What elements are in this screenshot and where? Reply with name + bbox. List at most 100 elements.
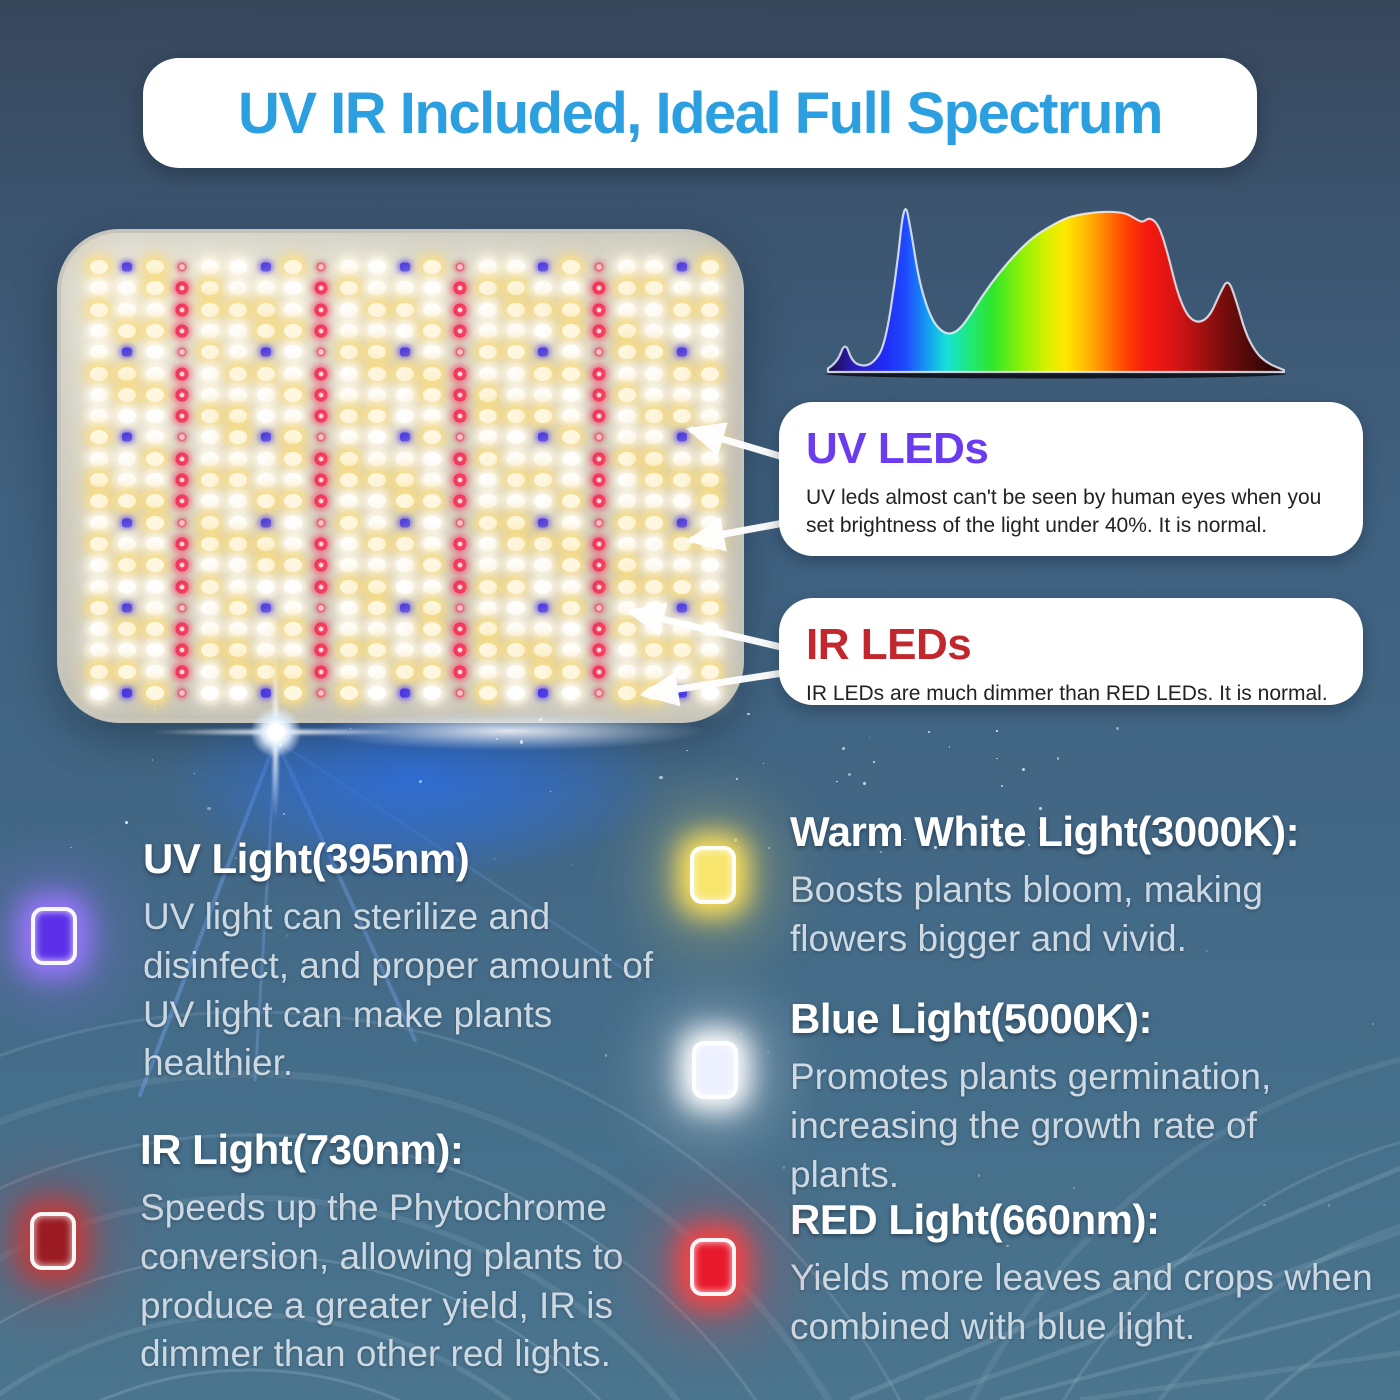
led-dot-red <box>175 622 189 636</box>
sparkle-dot <box>349 727 352 730</box>
led-dot-white <box>645 664 664 679</box>
led-dot-blue <box>677 603 688 613</box>
sparkle-dot <box>835 839 837 841</box>
sparkle-dot <box>493 858 496 860</box>
sparkle-dot <box>659 776 663 780</box>
led-dot-white <box>645 366 664 381</box>
led-dot-red <box>314 303 328 317</box>
led-dot-white <box>645 387 664 402</box>
led-dot-warm <box>339 643 358 658</box>
led-dot-warm <box>284 494 303 509</box>
led-dot-white <box>201 260 220 274</box>
led-dot-white <box>201 451 220 466</box>
sparkle-dot <box>762 762 764 765</box>
led-dot-white <box>228 260 247 274</box>
led-dot-white <box>645 323 664 338</box>
led-dot-white <box>284 473 303 487</box>
led-dot-red <box>175 643 189 657</box>
led-dot-ir <box>594 518 604 528</box>
uv-led-icon <box>31 907 77 965</box>
led-dot-ir <box>455 688 465 698</box>
ir-callout-body: IR LEDs are much dimmer than RED LEDs. I… <box>806 682 1328 705</box>
led-dot-warm <box>645 451 664 466</box>
feature-warm-heading: Warm White Light(3000K): <box>790 808 1300 855</box>
led-dot-white <box>506 558 525 573</box>
led-dot-warm <box>645 579 664 594</box>
sparkle-dot <box>997 836 1001 840</box>
led-dot-white <box>90 686 108 700</box>
red-led-icon <box>690 1238 736 1296</box>
led-dot-red <box>175 494 189 508</box>
led-dot-white <box>478 260 497 274</box>
led-dot-warm <box>534 473 553 487</box>
led-dot-warm <box>256 536 275 551</box>
led-dot-white <box>562 622 581 637</box>
led-dot-warm <box>228 664 247 679</box>
led-dot-blue <box>538 347 549 357</box>
ir-led-icon <box>30 1212 76 1270</box>
led-dot-warm <box>617 515 636 530</box>
led-dot-warm <box>284 451 303 466</box>
led-dot-ir <box>177 262 187 272</box>
led-dot-warm <box>562 323 581 338</box>
led-dot-white <box>506 664 525 679</box>
sparkle-dot <box>738 846 740 848</box>
led-dot-warm <box>423 430 442 445</box>
led-dot-ir <box>316 432 326 442</box>
led-dot-ir <box>177 518 187 528</box>
led-dot-blue <box>399 518 410 528</box>
led-dot-white <box>617 664 636 679</box>
feature-uv-body: UV light can sterilize and disinfect, an… <box>143 896 654 1084</box>
led-dot-white <box>145 345 164 360</box>
led-dot-red <box>592 537 606 551</box>
led-dot-red <box>175 473 189 487</box>
led-dot-warm <box>367 536 386 551</box>
led-dot-white <box>145 430 164 445</box>
uv-callout-heading: UV LEDs <box>806 424 989 473</box>
sparkle-dot <box>282 812 285 815</box>
led-dot-warm <box>617 622 636 637</box>
led-dot-warm <box>117 387 136 402</box>
led-dot-white <box>90 579 108 594</box>
led-dot-warm <box>395 473 414 487</box>
led-dot-white <box>201 558 220 573</box>
led-dot-white <box>395 558 414 573</box>
led-dot-white <box>228 323 247 338</box>
led-dot-white <box>145 366 164 381</box>
led-dot-blue <box>399 347 410 357</box>
sparkle-dot <box>207 806 211 811</box>
led-dot-blue <box>538 262 549 272</box>
led-dot-warm <box>617 323 636 338</box>
led-dot-warm <box>423 323 442 338</box>
led-dot-warm <box>284 622 303 637</box>
led-dot-white <box>201 600 220 615</box>
led-dot-white <box>534 323 553 338</box>
led-dot-blue <box>399 262 410 272</box>
led-dot-white <box>90 409 108 424</box>
led-dot-warm <box>201 473 220 487</box>
led-dot-white <box>367 515 386 530</box>
led-dot-warm <box>534 643 553 658</box>
led-dot-white <box>506 622 525 637</box>
sparkle-dot <box>604 1053 608 1057</box>
led-dot-red <box>453 494 467 508</box>
led-dot-red <box>453 324 467 338</box>
led-dot-white <box>562 686 581 700</box>
led-dot-warm <box>506 515 525 530</box>
led-dot-warm <box>339 686 358 700</box>
led-dot-white <box>645 600 664 615</box>
led-dot-white <box>367 494 386 509</box>
led-dot-warm <box>256 366 275 381</box>
led-dot-warm <box>506 643 525 658</box>
led-dot-ir <box>594 432 604 442</box>
led-dot-white <box>506 494 525 509</box>
led-dot-warm <box>701 494 719 509</box>
led-dot-warm <box>701 473 719 487</box>
led-dot-warm <box>90 473 108 487</box>
led-dot-warm <box>395 302 414 317</box>
sparkle-dot <box>154 708 156 710</box>
led-dot-ir <box>316 603 326 613</box>
led-dot-white <box>701 451 719 466</box>
led-dot-white <box>423 345 442 360</box>
led-dot-red <box>175 580 189 593</box>
